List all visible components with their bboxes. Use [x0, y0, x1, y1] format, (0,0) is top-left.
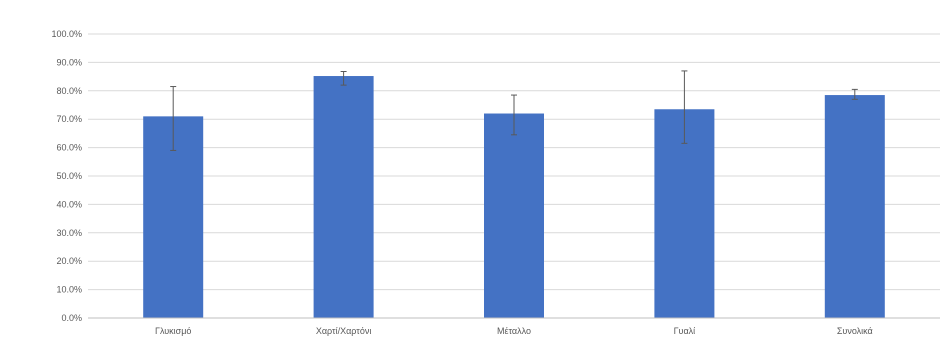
x-category-label: Γλυκισμό [155, 326, 191, 336]
x-category-label: Χαρτί/Χαρτόνι [316, 326, 372, 336]
y-tick-label: 0.0% [61, 313, 82, 323]
bar [484, 113, 544, 319]
error-bars [170, 70, 858, 151]
x-category-label: Συνολικά [837, 326, 873, 336]
bar [824, 95, 885, 318]
y-tick-label: 90.0% [56, 57, 82, 67]
error-bar [851, 88, 858, 100]
y-axis-ticks: 0.0% 10.0% 20.0% 30.0% 40.0% 50.0% 60.0% 70.0% 8… [51, 29, 82, 323]
error-bar [340, 70, 347, 86]
y-tick-label: 30.0% [56, 228, 82, 238]
y-tick-label: 60.0% [56, 143, 82, 153]
bar [654, 109, 715, 318]
y-tick-label: 50.0% [56, 171, 82, 181]
y-tick-label: 40.0% [56, 199, 82, 209]
error-bar [170, 86, 177, 151]
y-tick-label: 80.0% [56, 86, 82, 96]
x-category-label: Γυαλί [674, 326, 696, 336]
bar [313, 76, 374, 318]
x-axis-labels: Γλυκισμό Χαρτί/Χαρτόνι Μέταλλο Γυαλί Συνολικ… [155, 326, 873, 336]
error-bar [681, 70, 688, 144]
x-category-label: Μέταλλο [497, 326, 531, 336]
error-bar [511, 94, 517, 136]
y-tick-label: 10.0% [56, 285, 82, 295]
y-tick-label: 100.0% [51, 29, 82, 39]
y-tick-label: 70.0% [56, 114, 82, 124]
y-tick-label: 20.0% [56, 256, 82, 266]
